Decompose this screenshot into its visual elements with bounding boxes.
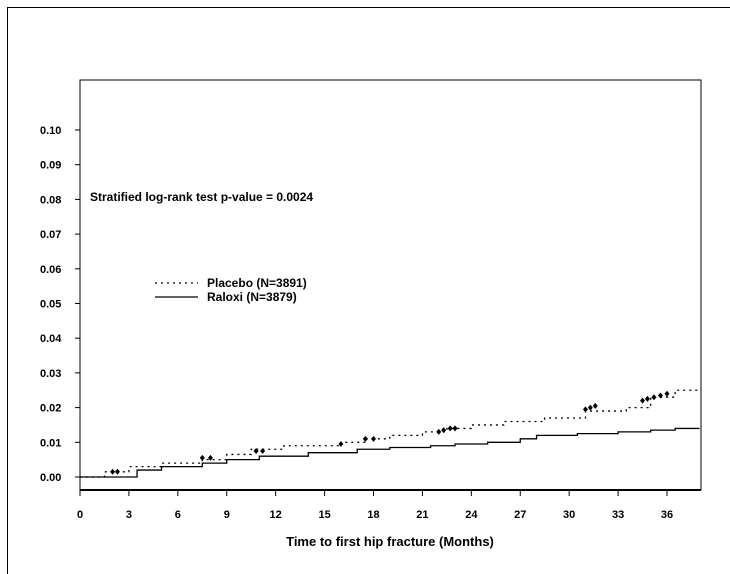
legend: Placebo (N=3891) Raloxi (N=3879): [155, 276, 307, 304]
series-layer: [80, 389, 700, 478]
x-tick-label: 21: [416, 509, 428, 521]
x-tick-label: 3: [126, 509, 132, 521]
x-tick-label: 6: [175, 509, 181, 521]
series-line-raloxi: [80, 427, 700, 478]
y-tick-label: 0.01: [40, 437, 61, 449]
censor-marker: [371, 435, 376, 442]
series-line-placebo: [80, 389, 700, 478]
x-tick-label: 30: [563, 509, 575, 521]
censor-marker: [657, 392, 663, 399]
y-tick-label: 0.00: [40, 472, 61, 484]
y-tick-label: 0.04: [40, 333, 62, 345]
y-axis: 0.00 0.01 0.02 0.03 0.04 0.05 0.06 0.07 0.08 0.09…: [40, 125, 80, 484]
censor-marker: [664, 390, 670, 397]
y-tick-label: 0.03: [40, 368, 61, 380]
censor-marker: [436, 428, 442, 435]
legend-label-placebo: Placebo (N=3891): [207, 276, 307, 290]
x-tick-label: 18: [367, 509, 379, 521]
censor-marker: [115, 468, 121, 475]
censor-marker: [582, 406, 588, 413]
y-tick-label: 0.09: [40, 160, 61, 172]
annotation-text: Stratified log-rank test p-value = 0.002…: [90, 190, 313, 204]
x-axis-label: Time to first hip fracture (Months): [286, 534, 494, 549]
x-tick-label: 36: [661, 509, 673, 521]
plot-area: [79, 79, 702, 491]
y-tick-label: 0.10: [40, 125, 61, 137]
x-tick-label: 15: [318, 509, 330, 521]
x-axis: 0 3 6 9 12 15 18 21 24 27 30 33 36: [77, 489, 701, 521]
x-tick-label: 33: [612, 509, 624, 521]
y-tick-label: 0.02: [40, 403, 61, 415]
y-tick-label: 0.05: [40, 299, 61, 311]
y-tick-label: 0.07: [40, 229, 61, 241]
censor-marker: [441, 427, 447, 434]
censor-marker: [651, 394, 657, 401]
censor-marker: [592, 402, 598, 409]
x-tick-label: 12: [270, 509, 282, 521]
censor-marker: [447, 425, 453, 432]
censor-marker: [452, 425, 458, 432]
censor-marker: [640, 397, 646, 404]
censor-marker: [260, 447, 266, 454]
x-tick-label: 24: [465, 509, 478, 521]
censor-marker: [587, 404, 593, 411]
censor-marker: [644, 395, 650, 402]
censor-marker: [199, 454, 205, 461]
censor-marker: [362, 435, 368, 442]
x-tick-label: 27: [514, 509, 526, 521]
censor-marker: [253, 447, 259, 454]
y-tick-label: 0.08: [40, 194, 61, 206]
censor-marker: [110, 468, 116, 475]
x-tick-label: 0: [77, 509, 83, 521]
x-tick-label: 9: [224, 509, 230, 521]
censor-marker: [338, 441, 344, 448]
legend-label-raloxi: Raloxi (N=3879): [207, 290, 297, 304]
y-tick-label: 0.06: [40, 264, 61, 276]
censor-marker: [207, 454, 213, 461]
